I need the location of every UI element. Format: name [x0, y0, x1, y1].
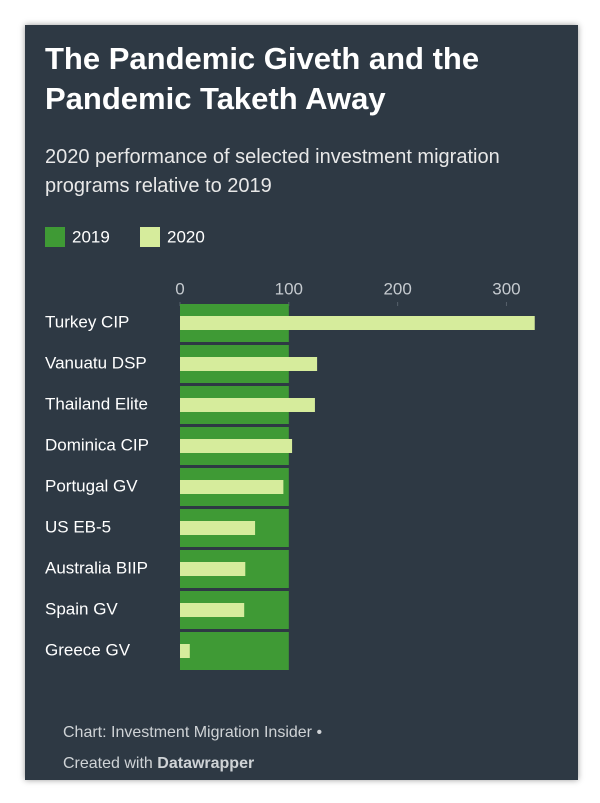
y-tick-label: Spain GV — [45, 599, 118, 618]
bar — [180, 480, 284, 494]
credit-line: Created with Datawrapper — [63, 748, 322, 779]
legend-label: 2019 — [72, 227, 110, 246]
y-tick-label: Australia BIIP — [45, 558, 148, 577]
bar — [180, 521, 256, 535]
credit: Datawrapper — [157, 755, 255, 772]
x-tick-label: 300 — [492, 279, 520, 298]
bar — [180, 316, 535, 330]
y-tick-label: Thailand Elite — [45, 394, 148, 413]
footer: Chart: Investment Migration Insider • Cr… — [63, 717, 322, 779]
y-tick-label: US EB-5 — [45, 517, 111, 536]
credit-prefix: Created with — [63, 755, 153, 772]
chart-panel: The Pandemic Giveth and the Pandemic Tak… — [25, 25, 578, 780]
bar — [180, 357, 318, 371]
y-tick-label: Dominica CIP — [45, 435, 149, 454]
bar — [180, 398, 315, 412]
legend-swatch — [45, 227, 65, 247]
x-tick-label: 200 — [383, 279, 411, 298]
chart: 2019 2020 0 100 200 300 Turkey CIP Vanuatu DSP T… — [45, 227, 535, 670]
bar — [180, 632, 289, 670]
legend-label: 2020 — [167, 227, 205, 246]
chart-subtitle: 2020 performance of selected investment … — [45, 146, 500, 197]
x-tick-label: 100 — [275, 279, 303, 298]
y-tick-label: Greece GV — [45, 640, 131, 659]
bar — [180, 603, 245, 617]
bar — [180, 644, 190, 658]
x-tick-label: 0 — [175, 279, 184, 298]
bar — [180, 439, 293, 453]
y-tick-label: Vanuatu DSP — [45, 353, 147, 372]
legend-swatch — [140, 227, 160, 247]
chart-title: The Pandemic Giveth and the Pandemic Tak… — [45, 41, 480, 116]
y-tick-label: Portugal GV — [45, 476, 138, 495]
source: Chart: Investment Migration Insider • — [63, 724, 323, 741]
y-tick-label: Turkey CIP — [45, 312, 129, 331]
bar — [180, 562, 246, 576]
